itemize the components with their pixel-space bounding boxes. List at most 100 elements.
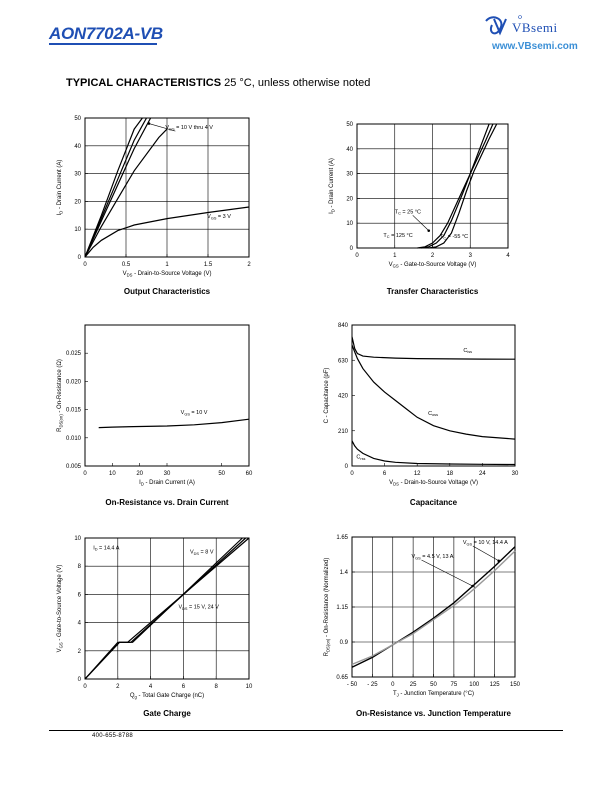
y-tick-label: 0 xyxy=(350,246,354,252)
y-tick-label: 0 xyxy=(78,677,82,683)
y-tick-label: 4 xyxy=(78,621,82,627)
x-axis-label: ID - Drain Current (A) xyxy=(139,480,195,487)
series-line-1 xyxy=(98,418,250,429)
y-tick-label: 420 xyxy=(338,394,349,400)
part-number: AON7702A-VB xyxy=(49,24,163,43)
section-heading: TYPICAL CHARACTERISTICS 25 °C, unless ot… xyxy=(66,77,370,89)
x-tick-label: 12 xyxy=(414,471,421,477)
y-tick-label: 1.15 xyxy=(336,605,348,611)
x-tick-label: 4 xyxy=(506,253,510,259)
x-tick-label: 150 xyxy=(510,682,521,688)
x-tick-label: 0 xyxy=(83,471,87,477)
x-tick-label: 1.5 xyxy=(204,262,213,268)
chart-gatecharge: 0 2 4 6 8 10 0 2 4 6 8 10 ID = 14.4 A VDS = 8 V VDS = … xyxy=(57,536,253,700)
vbsemi-logo-icon xyxy=(485,15,522,36)
y-tick-label: 0.020 xyxy=(66,379,82,385)
y-tick-label: 40 xyxy=(346,147,353,153)
x-tick-label: 0 xyxy=(355,253,359,259)
y-tick-label: 20 xyxy=(74,199,81,205)
y-axis-label: C - Capacitance (pF) xyxy=(324,368,330,424)
y-tick-label: 50 xyxy=(74,116,81,122)
annotation-label: TC = 25 °C xyxy=(395,209,421,215)
x-tick-label: 10 xyxy=(246,684,253,690)
website-link[interactable]: www.VBsemi.com xyxy=(492,41,578,52)
x-tick-label: 6 xyxy=(182,684,186,690)
chart-title: Transfer Characteristics xyxy=(386,287,479,296)
y-tick-label: 1.65 xyxy=(336,535,348,541)
series-line-3 xyxy=(84,117,152,258)
y-tick-label: 840 xyxy=(338,323,349,329)
part-number-underline xyxy=(49,43,157,45)
section-title: TYPICAL CHARACTERISTICS xyxy=(66,77,222,89)
x-axis-label: Qg - Total Gate Charge (nC) xyxy=(130,693,204,700)
y-tick-label: 210 xyxy=(338,429,349,435)
y-axis-label: ID - Drain Current (A) xyxy=(329,158,336,214)
annotation-label: Coss xyxy=(428,411,438,417)
annotation-arrow xyxy=(148,123,176,132)
x-tick-label: 2 xyxy=(247,262,251,268)
chart-capacitance: 0 6 12 18 24 30 0 210 420 630 840 Ciss Coss Crss VDS -… xyxy=(324,323,519,487)
x-tick-label: 0.5 xyxy=(122,262,131,268)
x-tick-label: 18 xyxy=(446,471,453,477)
y-tick-label: 1.4 xyxy=(340,570,349,576)
y-tick-label: 50 xyxy=(346,122,353,128)
x-tick-label: 50 xyxy=(218,471,225,477)
x-tick-label: 125 xyxy=(490,682,501,688)
x-tick-label: 2 xyxy=(116,684,120,690)
y-axis-label: ID - Drain Current (A) xyxy=(57,160,64,216)
x-tick-label: - 50 xyxy=(347,682,358,688)
footer-divider xyxy=(49,730,563,731)
annotation-label: VGS = 10 V xyxy=(181,410,208,416)
brand-name: VBsemi xyxy=(512,20,558,35)
series-line-3 xyxy=(84,537,243,680)
plot-frame xyxy=(351,324,516,467)
x-tick-label: 0 xyxy=(350,471,354,477)
x-tick-label: 24 xyxy=(479,471,486,477)
annotation-arrowhead xyxy=(147,122,151,125)
series-line-2 xyxy=(351,344,516,440)
chart-title: Output Characteristics xyxy=(123,287,211,296)
annotation-label: VGS = 10 V, 14.4 A xyxy=(463,540,508,546)
y-tick-label: 0.025 xyxy=(66,351,82,357)
chart-junction: - 50 - 25 0 25 50 75 100 125 150 0.65 0.9 1.15 1.4 1.… xyxy=(324,535,521,698)
y-tick-label: 20 xyxy=(346,196,353,202)
y-tick-label: 0.015 xyxy=(66,408,82,414)
y-tick-label: 8 xyxy=(78,564,82,570)
x-tick-label: 50 xyxy=(430,682,437,688)
plot-frame xyxy=(84,324,250,467)
y-tick-label: 10 xyxy=(346,221,353,227)
annotation-label: VGS = 3 V xyxy=(207,214,231,220)
y-tick-label: 10 xyxy=(74,536,81,542)
x-tick-label: 1 xyxy=(165,262,169,268)
series-line-1 xyxy=(84,117,143,258)
annotation-arrow xyxy=(472,545,499,562)
x-tick-label: 3 xyxy=(469,253,473,259)
x-tick-label: 0 xyxy=(391,682,395,688)
series-line-3 xyxy=(428,123,498,249)
x-axis-label: VDS - Drain-to-Source Voltage (V) xyxy=(123,271,212,278)
y-axis-label: RDS(on) - On-Resistance (Ω) xyxy=(57,359,64,432)
x-axis-label: VGS - Gate-to-Source Voltage (V) xyxy=(389,262,477,269)
y-tick-label: 630 xyxy=(338,358,349,364)
annotation-label: VGS = 10 V thru 4 V xyxy=(165,125,213,131)
x-tick-label: 25 xyxy=(410,682,417,688)
x-tick-label: 6 xyxy=(383,471,387,477)
annotation-label: VGS = 4.5 V, 13 A xyxy=(411,554,453,560)
y-tick-label: 0 xyxy=(78,255,82,261)
y-tick-label: 2 xyxy=(78,649,82,655)
footer-phone: 400-655-8788 xyxy=(92,733,133,739)
y-tick-label: 0.005 xyxy=(66,464,82,470)
y-tick-label: 30 xyxy=(74,172,81,178)
x-tick-label: 0 xyxy=(83,684,87,690)
series-line-4 xyxy=(84,128,168,258)
y-tick-label: 10 xyxy=(74,227,81,233)
x-tick-label: 1 xyxy=(393,253,397,259)
annotation-arrow xyxy=(421,559,473,587)
x-tick-label: 60 xyxy=(246,471,253,477)
x-tick-label: 100 xyxy=(469,682,480,688)
chart-title: Gate Charge xyxy=(143,709,191,718)
y-tick-label: 0 xyxy=(345,464,349,470)
x-tick-label: 10 xyxy=(109,471,116,477)
